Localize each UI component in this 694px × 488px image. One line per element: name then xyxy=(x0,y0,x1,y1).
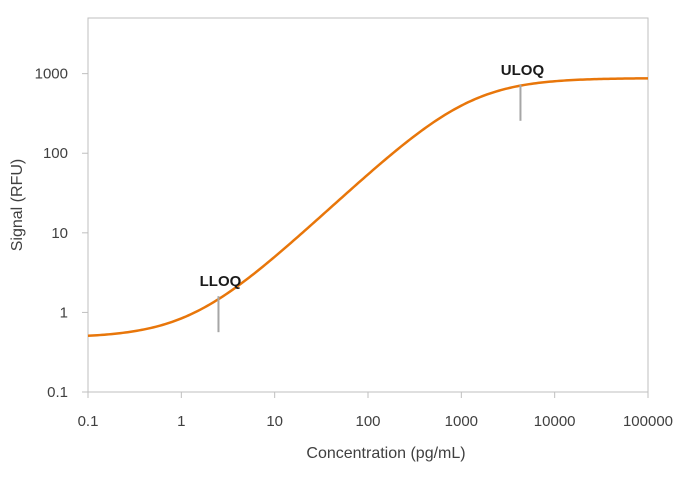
x-axis-ticks: 0.1 1 10 100 1000 10000 100000 xyxy=(78,392,673,430)
x-tick-label: 10 xyxy=(266,413,283,430)
series-layer xyxy=(87,77,649,338)
annotation-label: LLOQ xyxy=(200,273,242,290)
y-tick-label: 1 xyxy=(60,304,68,321)
annotation-layer: LLOQ ULOQ xyxy=(200,62,545,333)
y-tick-label: 0.1 xyxy=(47,384,68,401)
x-tick-label: 100000 xyxy=(623,413,673,430)
y-tick-label: 1000 xyxy=(35,66,68,83)
series-line xyxy=(87,77,649,338)
x-tick-label: 10000 xyxy=(534,413,576,430)
y-tick-label: 10 xyxy=(51,225,68,242)
x-tick-label: 1 xyxy=(177,413,185,430)
x-tick-label: 1000 xyxy=(445,413,478,430)
annotation-label: ULOQ xyxy=(501,62,545,79)
x-tick-label: 100 xyxy=(355,413,380,430)
x-tick-label: 0.1 xyxy=(78,413,99,430)
y-axis-title: Signal (RFU) xyxy=(9,159,26,251)
y-tick-label: 100 xyxy=(43,145,68,162)
plot-area xyxy=(87,17,649,393)
x-axis-title: Concentration (pg/mL) xyxy=(306,445,465,462)
y-axis-ticks: 0.1 1 10 100 1000 xyxy=(35,66,88,401)
